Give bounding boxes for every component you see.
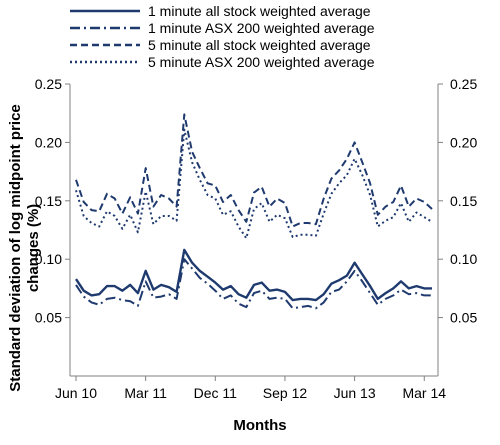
series-group [75, 113, 433, 310]
y-tick-label-right: 0.15 [450, 193, 477, 209]
x-tick-label: Dec 11 [194, 385, 238, 401]
series-line-2 [75, 258, 432, 310]
y-tick-label-right: 0.20 [450, 134, 477, 150]
y-axis-left-ticks: 0.05 0.10 0.15 0.20 0.25 [35, 76, 70, 326]
legend-label-3: 5 minute all stock weighted average [148, 37, 371, 53]
y-tick-label-left: 0.10 [35, 251, 62, 267]
y-tick-label-left: 0.20 [35, 134, 62, 150]
y-tick-label-right: 0.25 [450, 76, 477, 92]
y-tick-label-left: 0.25 [35, 76, 62, 92]
x-axis-ticks: Jun 10 Mar 11 Dec 11 Sep 12 Jun 13 Mar 14 [55, 376, 446, 401]
legend-label-1: 1 minute all stock weighted average [148, 3, 371, 19]
series-line-3 [75, 113, 433, 228]
x-axis-title: Months [233, 417, 286, 434]
y-axis-right-ticks: 0.05 0.10 0.15 0.20 0.25 [438, 76, 477, 326]
y-tick-label-left: 0.05 [35, 310, 62, 326]
x-tick-label: Jun 10 [55, 385, 97, 401]
legend-label-4: 5 minute ASX 200 weighted average [148, 54, 375, 70]
x-tick-label: Mar 11 [124, 385, 167, 401]
legend-label-2: 1 minute ASX 200 weighted average [148, 20, 375, 36]
y-tick-label-right: 0.10 [450, 251, 477, 267]
series-line-1 [75, 248, 432, 302]
y-tick-label-left: 0.15 [35, 193, 62, 209]
plot-frame [69, 84, 439, 377]
x-tick-label: Mar 14 [402, 385, 446, 401]
y-axis-title: Standard deviation of log midpoint price… [7, 104, 42, 392]
y-axis-title-line2: changes (%) [25, 204, 42, 292]
x-tick-label: Jun 13 [334, 385, 376, 401]
y-tick-label-right: 0.05 [450, 310, 477, 326]
series-line-4 [75, 128, 433, 240]
x-tick-label: Sep 12 [263, 385, 308, 401]
y-axis-title-line1: Standard deviation of log midpoint price [7, 104, 24, 392]
